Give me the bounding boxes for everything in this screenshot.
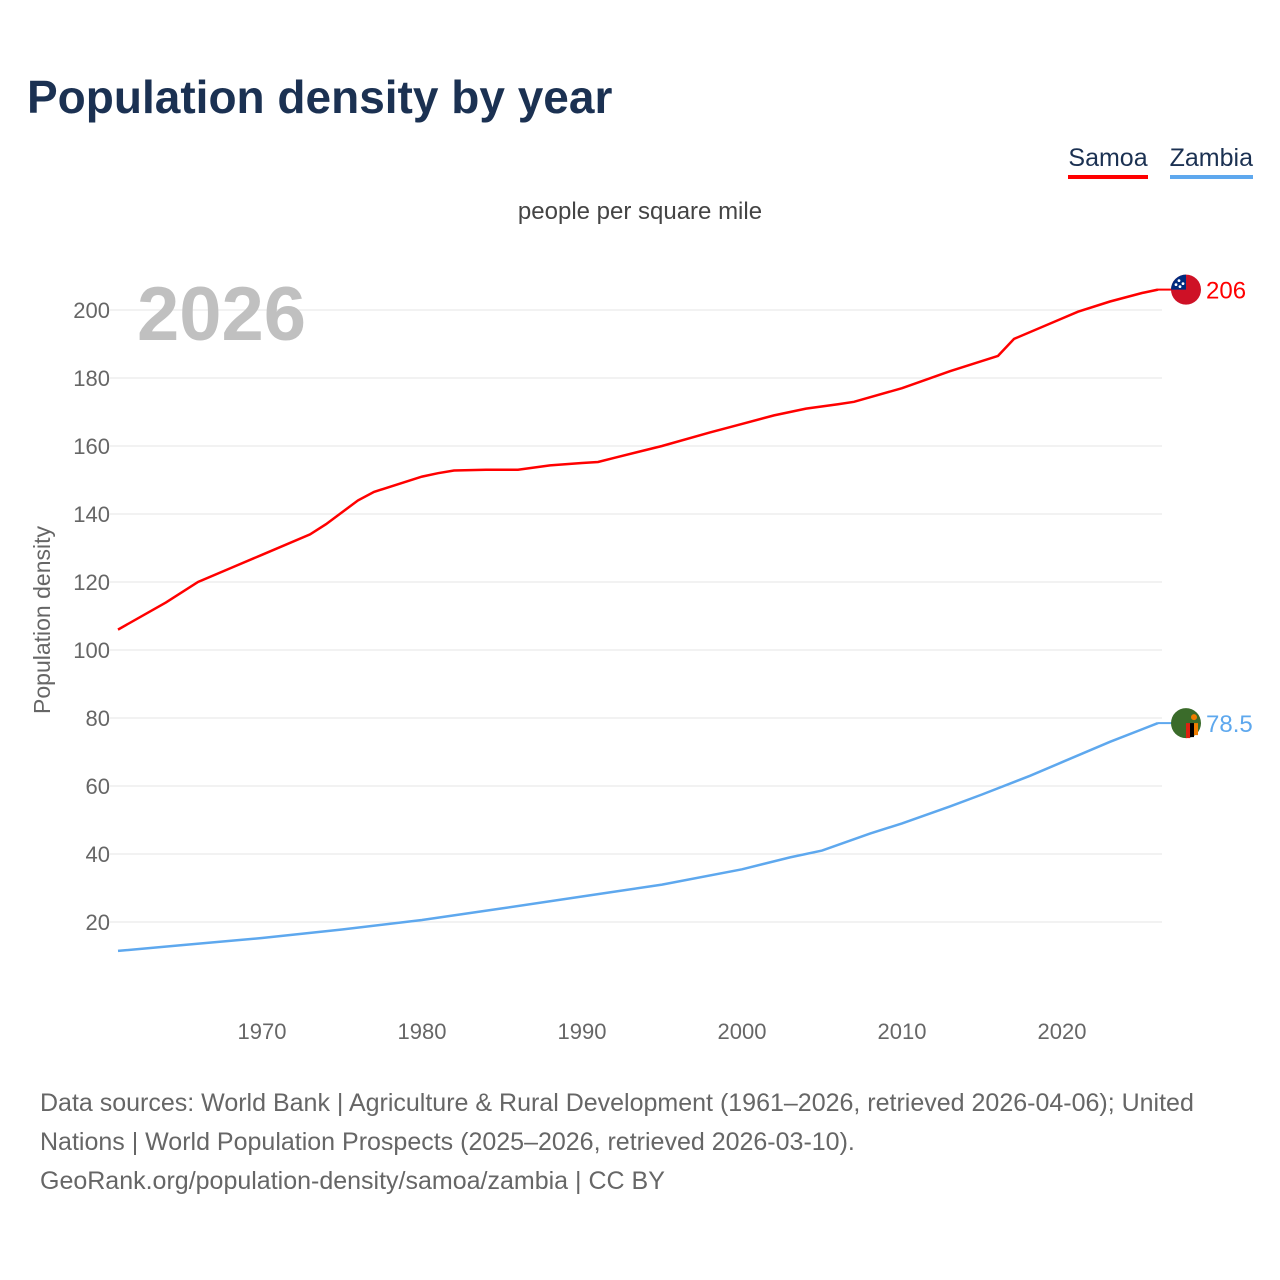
chart-title: Population density by year — [27, 71, 613, 123]
y-tick-label: 200 — [73, 298, 110, 323]
y-tick-label: 60 — [86, 774, 110, 799]
x-tick-label: 2000 — [718, 1019, 767, 1044]
series-line-samoa — [117, 288, 1159, 631]
x-tick-label: 1970 — [238, 1019, 287, 1044]
y-axis-label: Population density — [29, 526, 55, 714]
y-tick-label: 100 — [73, 638, 110, 663]
y-tick-label: 80 — [86, 706, 110, 731]
end-value-label-samoa: 206 — [1206, 278, 1246, 305]
y-tick-label: 120 — [73, 570, 110, 595]
samoa-flag-icon — [1171, 274, 1201, 305]
legend-item-zambia[interactable]: Zambia — [1169, 144, 1253, 179]
x-tick-label: 2020 — [1038, 1019, 1087, 1044]
zambia-flag-icon — [1171, 708, 1201, 739]
x-tick-label: 1990 — [558, 1019, 607, 1044]
y-tick-label: 40 — [86, 842, 110, 867]
x-tick-label: 2010 — [878, 1019, 927, 1044]
legend: Samoa Zambia — [1068, 144, 1253, 179]
y-tick-label: 160 — [73, 434, 110, 459]
y-tick-label: 180 — [73, 366, 110, 391]
end-value-label-zambia: 78.5 — [1206, 711, 1253, 738]
y-tick-label: 20 — [86, 910, 110, 935]
y-tick-label: 140 — [73, 502, 110, 527]
legend-item-samoa[interactable]: Samoa — [1068, 144, 1148, 179]
series-line-zambia — [117, 721, 1159, 953]
source-link[interactable]: GeoRank.org/population-density/samoa/zam… — [40, 1167, 665, 1195]
x-tick-label: 1980 — [398, 1019, 447, 1044]
year-watermark: 2026 — [137, 272, 306, 357]
chart-subtitle: people per square mile — [517, 198, 763, 225]
source-text: Data sources: World Bank | Agriculture &… — [40, 1089, 1194, 1156]
source-note: Data sources: World Bank | Agriculture &… — [40, 1084, 1250, 1201]
